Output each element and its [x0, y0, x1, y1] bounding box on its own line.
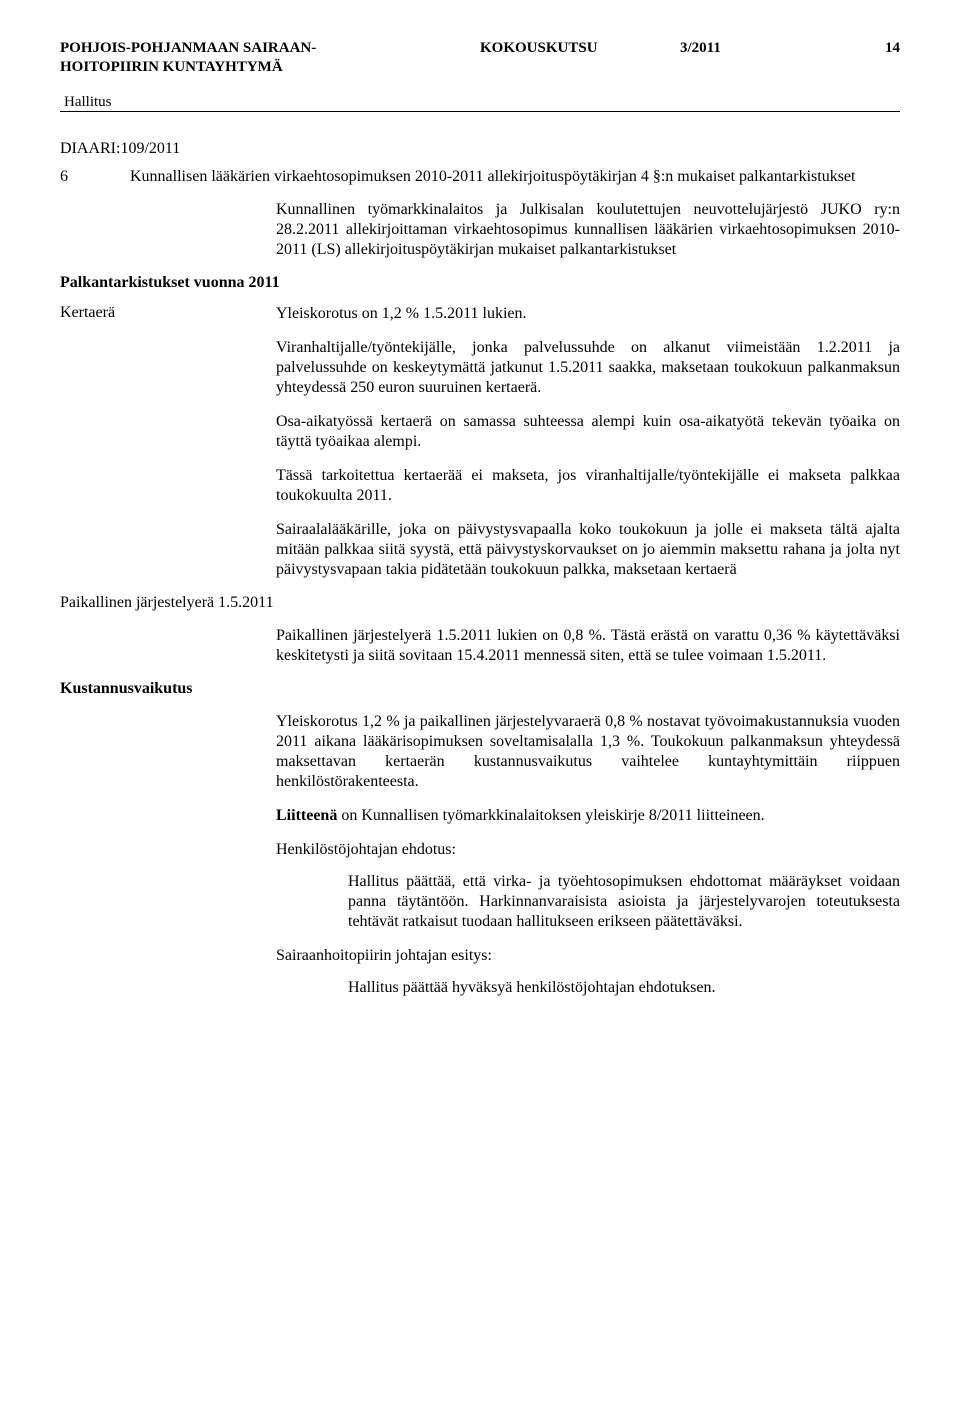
kertaera-p5: Sairaalalääkärille, joka on päivystysvap…	[276, 520, 900, 580]
header-divider	[118, 110, 901, 112]
doc-type: KOKOUSKUTSU	[480, 40, 680, 57]
diaari-number: DIAARI:109/2011	[60, 140, 900, 158]
palkantarkistukset-heading: Palkantarkistukset vuonna 2011	[60, 274, 900, 292]
kustannus-p1: Yleiskorotus 1,2 % ja paikallinen järjes…	[276, 712, 900, 792]
kertaera-p2: Viranhaltijalle/työntekijälle, jonka pal…	[276, 338, 900, 398]
kertaera-p4: Tässä tarkoitettua kertaerää ei makseta,…	[276, 466, 900, 506]
kustannus-p2: Liitteenä on Kunnallisen työmarkkinalait…	[276, 806, 900, 826]
liitteena-bold: Liitteenä	[276, 807, 337, 824]
kertaera-label: Kertaerä	[60, 304, 276, 580]
liitteena-rest: on Kunnallisen työmarkkinalaitoksen ylei…	[337, 807, 764, 824]
kertaera-p3: Osa-aikatyössä kertaerä on samassa suhte…	[276, 412, 900, 452]
hr-p1: Hallitus päättää, että virka- ja työehto…	[348, 872, 900, 932]
hallitus-label: Hallitus	[60, 94, 118, 112]
paikallinen-p1: Paikallinen järjestelyerä 1.5.2011 lukie…	[276, 626, 900, 666]
paikallinen-heading: Paikallinen järjestelyerä 1.5.2011	[60, 594, 900, 612]
intro-paragraph: Kunnallinen työmarkkinalaitos ja Julkisa…	[276, 200, 900, 260]
item-number: 6	[60, 168, 130, 186]
org-name-line1: POHJOIS-POHJANMAAN SAIRAAN-	[60, 40, 480, 57]
kertaera-p1: Yleiskorotus on 1,2 % 1.5.2011 lukien.	[276, 304, 900, 324]
doc-number: 3/2011	[680, 40, 800, 57]
page-number: 14	[800, 40, 900, 57]
kustannus-heading: Kustannusvaikutus	[60, 680, 900, 698]
hr-label: Henkilöstöjohtajan ehdotus:	[276, 840, 900, 860]
sh-p1: Hallitus päättää hyväksyä henkilöstöjoht…	[348, 978, 900, 998]
sh-label: Sairaanhoitopiirin johtajan esitys:	[276, 946, 900, 966]
org-name-line2: HOITOPIIRIN KUNTAYHTYMÄ	[60, 59, 900, 76]
item-title: Kunnallisen lääkärien virkaehtosopimukse…	[130, 168, 900, 186]
